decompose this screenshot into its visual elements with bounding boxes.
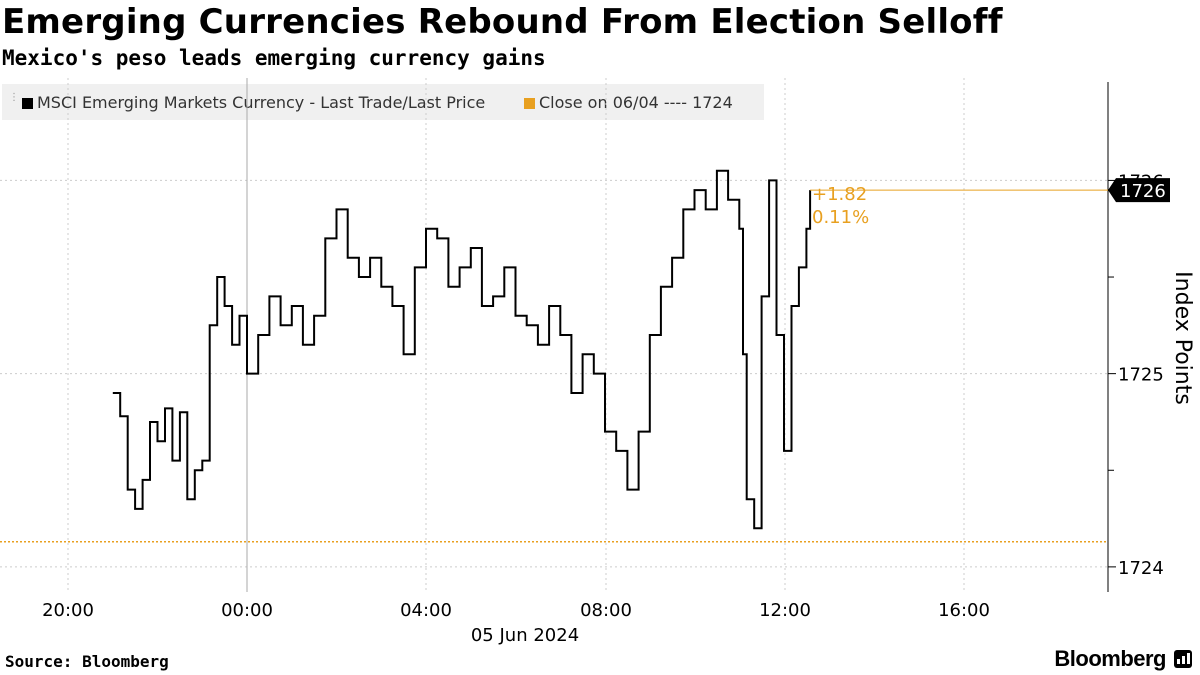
- annotation-change-pct: 0.11%: [812, 207, 869, 228]
- legend-grip-icon[interactable]: ⋮: [9, 92, 19, 103]
- legend-swatch-close: [524, 98, 535, 109]
- y-tick-label: 1725: [1118, 365, 1164, 386]
- bloomberg-bars-icon: [1174, 650, 1192, 668]
- y-axis: 1724 1725 1726: [1107, 82, 1164, 592]
- annotation-change: +1.82: [812, 184, 867, 205]
- series-line: [112, 169, 812, 530]
- legend-item-series: MSCI Emerging Markets Currency - Last Tr…: [22, 93, 485, 112]
- last-value-tag: 1726: [1108, 178, 1170, 203]
- grid-lines: [0, 78, 1108, 592]
- last-value-tag-bg: [1108, 178, 1170, 203]
- plot-area: 1726: [0, 169, 1170, 543]
- source-note: Source: Bloomberg: [5, 652, 169, 671]
- x-axis-date-label: 05 Jun 2024: [471, 625, 579, 646]
- chart-subtitle: Mexico's peso leads emerging currency ga…: [2, 46, 546, 70]
- x-tick-label: 12:00: [759, 600, 811, 621]
- y-tick-label: 1724: [1118, 558, 1164, 579]
- x-tick-label: 00:00: [221, 600, 273, 621]
- legend-label-series: MSCI Emerging Markets Currency - Last Tr…: [37, 93, 486, 112]
- x-tick-label: 04:00: [400, 600, 452, 621]
- chart-title: Emerging Currencies Rebound From Electio…: [2, 2, 1003, 42]
- brand-logo: Bloomberg: [1054, 646, 1166, 671]
- last-value-tag-label: 1726: [1120, 181, 1166, 202]
- x-axis: 20:00 00:00 04:00 08:00 12:00 16:00: [42, 600, 990, 621]
- y-axis-label: Index Points: [1170, 271, 1195, 405]
- x-tick-label: 20:00: [42, 600, 94, 621]
- legend: ⋮ MSCI Emerging Markets Currency - Last …: [2, 84, 764, 120]
- x-tick-label: 08:00: [580, 600, 632, 621]
- legend-label-close: Close on 06/04 ---- 1724: [539, 93, 733, 112]
- x-tick-label: 16:00: [938, 600, 990, 621]
- legend-swatch-series: [22, 98, 33, 109]
- legend-item-close: Close on 06/04 ---- 1724: [524, 93, 733, 112]
